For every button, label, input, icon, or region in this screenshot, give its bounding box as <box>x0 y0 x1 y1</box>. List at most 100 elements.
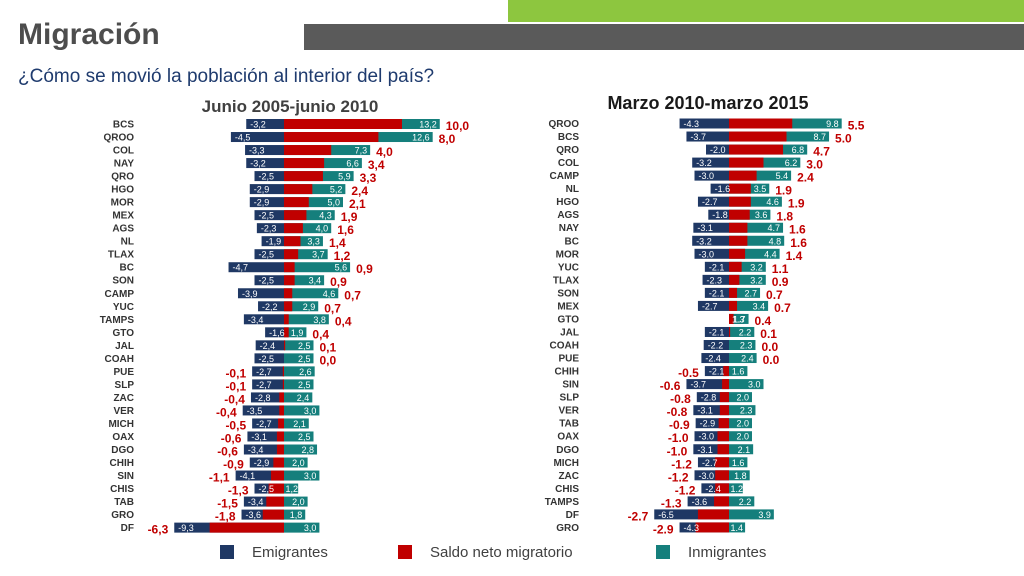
category-label: SON <box>557 288 579 299</box>
immigrants-value: 13,2 <box>419 120 437 130</box>
category-label: MICH <box>553 458 579 469</box>
category-label: OAX <box>557 432 579 443</box>
immigrants-value: 3.9 <box>758 510 771 520</box>
immigrants-value: 3.6 <box>755 210 768 220</box>
net-bar <box>271 470 284 481</box>
net-bar <box>284 340 286 351</box>
category-label: TAMPS <box>545 497 580 508</box>
emigrants-value: -2,2 <box>262 302 278 312</box>
category-label: QRO <box>111 172 134 183</box>
emigrants-value: -3,2 <box>250 159 266 169</box>
net-value: 2.4 <box>797 171 814 185</box>
immigrants-bar <box>284 405 320 416</box>
immigrants-bar <box>729 418 752 429</box>
immigrants-bar <box>729 366 748 377</box>
net-bar <box>284 262 295 273</box>
category-label: SIN <box>117 471 134 482</box>
emigrants-value: -2,7 <box>256 367 272 377</box>
emigrants-bar <box>249 184 284 195</box>
category-label: YUC <box>113 302 134 313</box>
net-value: -1,1 <box>209 471 230 485</box>
category-label: HGO <box>556 197 579 208</box>
immigrants-bar <box>729 170 792 181</box>
immigrants-bar <box>284 379 314 390</box>
emigrants-value: -3.1 <box>697 223 713 233</box>
immigrants-bar <box>284 444 318 455</box>
immigrants-value: 4,0 <box>316 224 329 234</box>
immigrants-value: 2,5 <box>298 432 311 442</box>
emigrants-bar <box>694 170 729 181</box>
emigrants-value: -1.6 <box>715 184 731 194</box>
emigrants-value: -4,1 <box>240 471 256 481</box>
net-bar <box>729 326 731 337</box>
immigrants-value: 3,7 <box>312 250 325 260</box>
emigrants-bar <box>693 405 729 416</box>
net-value: -0,1 <box>225 366 246 380</box>
category-label: AGS <box>557 210 579 221</box>
category-label: QROO <box>103 133 134 144</box>
emigrants-value: -9,3 <box>178 523 194 533</box>
net-value: 3.0 <box>806 158 823 172</box>
immigrants-value: 4,6 <box>323 289 336 299</box>
immigrants-value: 3.4 <box>753 301 766 311</box>
emigrants-value: -4,5 <box>235 133 251 143</box>
page-subtitle: ¿Cómo se movió la población al interior … <box>18 66 435 87</box>
chart-title: Junio 2005-junio 2010 <box>202 97 379 116</box>
legend-label-immigrants: Inmigrantes <box>688 543 767 561</box>
immigrants-value: 5.4 <box>776 171 789 181</box>
net-bar <box>282 366 284 377</box>
immigrants-bar <box>729 444 754 455</box>
header-title-bar <box>304 24 1024 50</box>
net-bar <box>284 327 289 338</box>
emigrants-bar <box>704 261 729 272</box>
immigrants-value: 4,3 <box>319 211 332 221</box>
emigrants-bar <box>254 171 284 182</box>
legend: Emigrantes Saldo neto migratorio Inmigra… <box>220 540 860 564</box>
net-bar <box>268 483 284 494</box>
immigrants-value: 3,0 <box>304 523 317 533</box>
emigrants-bar <box>256 223 284 234</box>
net-value: 0.7 <box>766 288 783 302</box>
immigrants-value: 4.8 <box>769 236 782 246</box>
emigrants-bar <box>701 353 729 364</box>
category-label: SLP <box>115 380 135 391</box>
immigrants-value: 1.7 <box>733 314 746 324</box>
net-bar <box>284 210 307 221</box>
emigrants-value: -3.0 <box>699 471 715 481</box>
emigrants-value: -2.1 <box>709 288 725 298</box>
net-value: 0,1 <box>320 340 337 354</box>
immigrants-value: 4.7 <box>768 223 781 233</box>
immigrants-bar <box>729 405 756 416</box>
emigrants-bar <box>243 444 284 455</box>
net-value: 1,6 <box>337 223 354 237</box>
net-value: -1.3 <box>661 496 682 510</box>
net-bar <box>729 170 757 181</box>
net-bar <box>279 392 284 403</box>
immigrants-value: 1,8 <box>290 510 303 520</box>
page-title: Migración <box>18 18 160 51</box>
immigrants-value: 1.6 <box>732 458 745 468</box>
category-label: COL <box>113 146 134 157</box>
immigrants-value: 6.8 <box>792 145 805 155</box>
category-label: COAH <box>105 354 134 365</box>
net-value: 0,4 <box>335 314 352 328</box>
legend-label-net: Saldo neto migratorio <box>430 543 573 561</box>
emigrants-value: -6.5 <box>658 510 674 520</box>
immigrants-bar <box>284 236 323 247</box>
immigrants-bar <box>284 418 309 429</box>
net-bar <box>729 118 793 129</box>
immigrants-bar <box>284 392 313 403</box>
category-label: CHIH <box>555 367 579 378</box>
net-value: 10,0 <box>446 119 470 133</box>
emigrants-value: -3.7 <box>690 380 706 390</box>
net-bar <box>718 418 729 429</box>
immigrants-bar <box>729 157 801 168</box>
emigrants-value: -1.8 <box>712 210 728 220</box>
immigrants-value: 5,9 <box>338 172 351 182</box>
immigrants-value: 2.0 <box>736 419 749 429</box>
immigrants-value: 2,1 <box>293 419 306 429</box>
immigrants-value: 2,4 <box>297 393 310 403</box>
emigrants-bar <box>254 275 284 286</box>
net-bar <box>284 132 379 143</box>
emigrants-value: -3.2 <box>696 236 712 246</box>
